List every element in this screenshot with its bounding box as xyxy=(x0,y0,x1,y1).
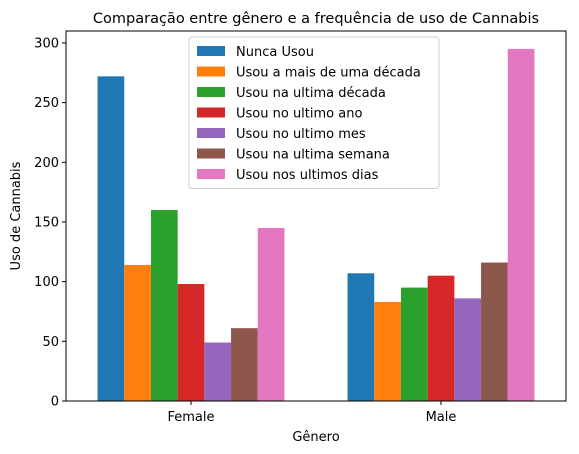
bar-female-7 xyxy=(257,227,285,401)
legend-swatch xyxy=(197,148,225,159)
y-tick-label: 300 xyxy=(34,36,59,51)
y-tick-label: 200 xyxy=(34,156,59,171)
bar-male-4 xyxy=(427,275,455,401)
bar-male-2 xyxy=(374,301,401,401)
legend-label: Usou a mais de uma década xyxy=(236,66,421,81)
bar-female-6 xyxy=(231,328,258,401)
x-tick-label: Male xyxy=(426,410,457,425)
legend-frame xyxy=(188,36,440,189)
chart-title: Comparação entre gênero e a frequência d… xyxy=(93,11,539,27)
y-tick-label: 150 xyxy=(34,215,59,230)
y-tick-label: 100 xyxy=(34,275,59,290)
bar-male-6 xyxy=(481,262,508,401)
legend-swatch xyxy=(197,66,225,77)
y-axis-label: Uso de Cannabis xyxy=(9,161,24,270)
bar-male-3 xyxy=(400,287,428,401)
bar-female-3 xyxy=(150,210,178,401)
x-axis-label: Gênero xyxy=(292,430,339,445)
bar-female-4 xyxy=(177,284,205,401)
legend-swatch xyxy=(197,169,225,179)
legend-label: Usou no ultimo mes xyxy=(236,127,366,142)
axes-group: 0 50 100 150 200 250 300 Female Male xyxy=(34,30,567,425)
plot-frame xyxy=(65,30,567,402)
legend-swatch xyxy=(197,107,225,118)
bar-female-2 xyxy=(124,264,151,401)
legend-label: Usou na ultima década xyxy=(236,86,386,101)
x-tick-label: Female xyxy=(167,410,214,425)
bar-female-5 xyxy=(204,342,232,401)
legend-label: Usou na ultima semana xyxy=(236,148,390,163)
legend: Nunca Usou Usou a mais de uma década Usou … xyxy=(188,36,440,189)
bar-male-5 xyxy=(454,298,482,401)
y-tick-label: 250 xyxy=(34,96,59,111)
legend-swatch xyxy=(197,46,225,56)
y-tick-label: 50 xyxy=(42,335,59,350)
legend-label: Usou nos ultimos dias xyxy=(236,168,379,183)
y-tick-label: 0 xyxy=(51,395,59,410)
bar-male-7 xyxy=(507,48,535,402)
legend-label: Nunca Usou xyxy=(236,45,314,60)
legend-label: Usou no ultimo ano xyxy=(236,107,362,122)
legend-swatch xyxy=(197,128,225,138)
bar-male-1 xyxy=(347,273,375,401)
bars-group xyxy=(97,48,535,402)
legend-swatch xyxy=(197,87,225,97)
bar-female-1 xyxy=(97,76,125,401)
